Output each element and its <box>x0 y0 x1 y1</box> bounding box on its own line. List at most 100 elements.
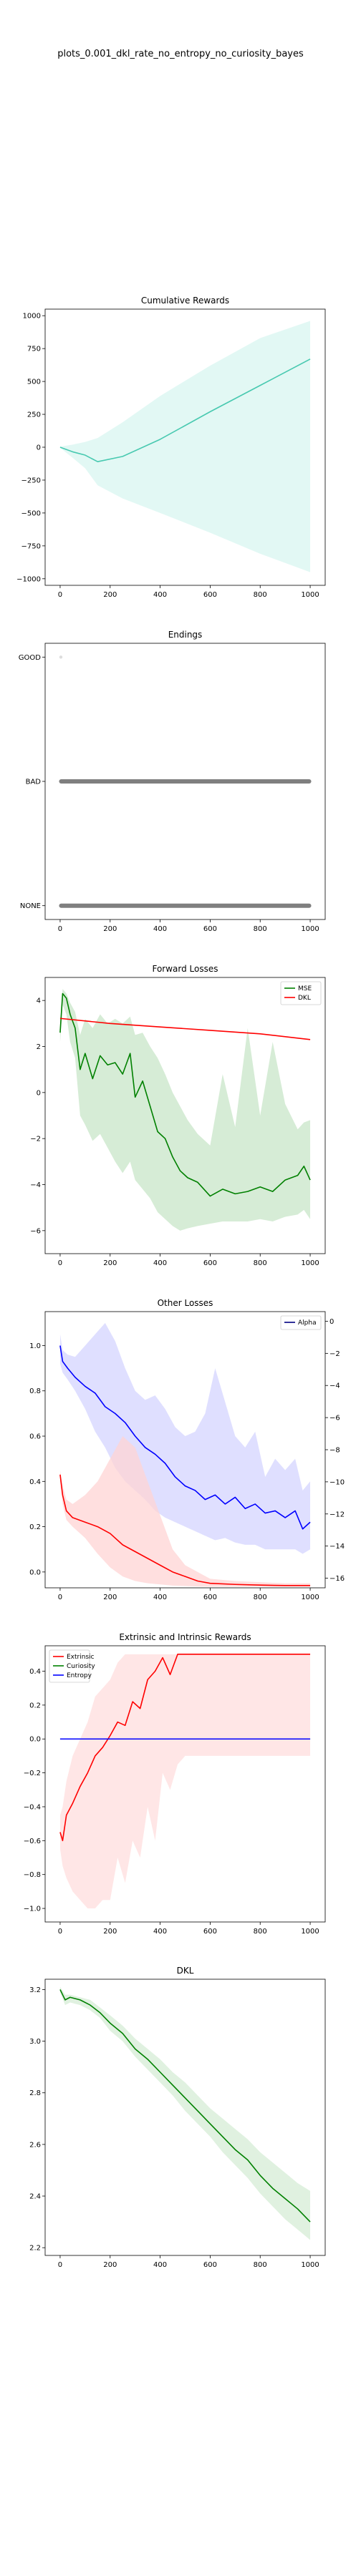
x-tick-label: 200 <box>103 591 117 599</box>
legend-label: Curiosity <box>67 1663 95 1670</box>
x-tick-label: 200 <box>103 1594 117 1601</box>
y2-tick-label: −10 <box>329 1478 345 1486</box>
y2-tick-label: −8 <box>329 1447 340 1455</box>
y-tick-label: 2.8 <box>29 2089 41 2097</box>
y2-tick-label: −2 <box>329 1350 340 1358</box>
x-tick-label: 1000 <box>301 1928 319 1936</box>
y2-tick-label: −4 <box>329 1382 340 1390</box>
y-tick-label: BAD <box>26 779 42 786</box>
x-tick-label: 600 <box>203 1259 217 1267</box>
legend-label: MSE <box>298 985 312 992</box>
x-tick-label: 0 <box>58 591 62 599</box>
y2-tick-label: −16 <box>329 1575 345 1583</box>
x-tick-label: 800 <box>254 2261 267 2269</box>
x-tick-label: 200 <box>103 1259 117 1267</box>
legend-label: Entropy <box>67 1672 92 1679</box>
series-line-dkl <box>59 1018 311 1040</box>
plot-area <box>59 321 311 572</box>
chart-title: Extrinsic and Intrinsic Rewards <box>119 1632 251 1642</box>
plot-frame <box>44 1979 326 2256</box>
legend: Extrinsic Curiosity Entropy <box>49 1649 95 1683</box>
x-tick-label: 400 <box>153 1259 167 1267</box>
y-tick-label: −750 <box>21 542 41 550</box>
x-tick-label: 600 <box>203 591 217 599</box>
y-tick-label: 750 <box>27 346 41 353</box>
y-tick-label: 3.0 <box>29 2038 41 2046</box>
y-tick-label: −500 <box>21 509 41 517</box>
chart-2: Endings 0 200 400 600 800 1000 GOOD BAD NONE <box>19 630 326 933</box>
x-tick-label: 800 <box>254 1259 267 1267</box>
y-tick-label: 3.2 <box>29 1986 41 1994</box>
scatter-points <box>59 779 312 784</box>
y-tick-label: −0.4 <box>24 1803 41 1811</box>
y-tick-label: 0.4 <box>29 1478 41 1486</box>
x-tick-label: 0 <box>58 925 62 933</box>
chart-3: Forward Losses 0 200 400 600 800 1000 4 2 0 −2 −4 −6… <box>30 964 326 1267</box>
legend-label: Extrinsic <box>67 1654 95 1661</box>
x-tick-label: 400 <box>153 2261 167 2269</box>
series-line-extrinsic <box>59 1654 311 1842</box>
x-tick-label: 0 <box>58 1594 62 1601</box>
x-tick-label: 0 <box>58 1259 62 1267</box>
chart-title: Other Losses <box>158 1298 213 1308</box>
scatter-points <box>59 903 312 908</box>
y-tick-label: 0.0 <box>29 1736 41 1744</box>
chart-4: Other Losses 0 200 400 600 800 1000 1.0 0.8 0.6 0.… <box>29 1298 345 1601</box>
y2-tick-label: 0 <box>329 1318 334 1326</box>
x-tick-label: 400 <box>153 1594 167 1601</box>
x-tick-label: 200 <box>103 2261 117 2269</box>
y2-tick-label: −12 <box>329 1511 345 1518</box>
chart-title: DKL <box>177 1966 194 1976</box>
y-tick-label: 0.0 <box>29 1568 41 1576</box>
chart-6: DKL 0 200 400 600 800 1000 3.2 3.0 2.8 2.6 2.4 2.2 <box>29 1966 326 2269</box>
plot-area <box>59 989 311 1231</box>
chart-title: Cumulative Rewards <box>141 296 229 306</box>
y-tick-label: −1.0 <box>24 1906 41 1913</box>
series-band <box>59 1322 311 1554</box>
y-tick-label: 0.4 <box>29 1668 41 1676</box>
y-tick-label: 0 <box>37 1089 41 1097</box>
x-tick-label: 0 <box>58 2261 62 2269</box>
legend: MSE DKL <box>280 981 322 1005</box>
series-line-value <box>59 1989 311 2223</box>
y-tick-label: 1000 <box>23 313 41 321</box>
x-tick-label: 200 <box>103 925 117 933</box>
y-tick-label: −0.8 <box>24 1871 41 1879</box>
x-tick-label: 1000 <box>301 2261 319 2269</box>
x-tick-label: 600 <box>203 2261 217 2269</box>
legend-box <box>280 981 322 1005</box>
plot-area <box>59 655 312 908</box>
y-tick-label: 2 <box>37 1043 41 1051</box>
y-tick-label: −0.6 <box>24 1838 41 1845</box>
x-tick-label: 400 <box>153 1928 167 1936</box>
chart-1: Cumulative Rewards 0 200 400 600 800 1000 1000 7… <box>16 296 326 599</box>
x-tick-label: 200 <box>103 1928 117 1936</box>
series-band <box>59 1654 311 1909</box>
y-tick-label: 0.6 <box>29 1433 41 1441</box>
y-tick-label: 500 <box>27 379 41 386</box>
x-tick-label: 600 <box>203 925 217 933</box>
series-band <box>59 989 311 1231</box>
y-tick-label: 250 <box>27 411 41 419</box>
series-band <box>59 1986 311 2240</box>
y-tick-label: 0 <box>37 444 41 452</box>
y-tick-label: −2 <box>30 1136 41 1143</box>
x-tick-label: 800 <box>254 1594 267 1601</box>
legend-label: Alpha <box>298 1319 317 1327</box>
chart-title: Forward Losses <box>152 964 218 974</box>
x-tick-label: 800 <box>254 591 267 599</box>
series-line-value <box>59 358 311 463</box>
y-tick-label: 1.0 <box>29 1342 41 1350</box>
y-tick-label: NONE <box>20 902 41 910</box>
y-tick-label: 2.4 <box>29 2193 41 2201</box>
x-tick-label: 600 <box>203 1594 217 1601</box>
x-tick-label: 800 <box>254 1928 267 1936</box>
series-line-mse <box>59 992 311 1197</box>
chart-title: Endings <box>168 630 203 640</box>
legend: Alpha <box>280 1315 322 1330</box>
y-tick-label: 0.8 <box>29 1387 41 1395</box>
y-tick-label: −250 <box>21 477 41 484</box>
y-tick-label: −6 <box>30 1227 41 1235</box>
x-tick-label: 1000 <box>301 1259 319 1267</box>
